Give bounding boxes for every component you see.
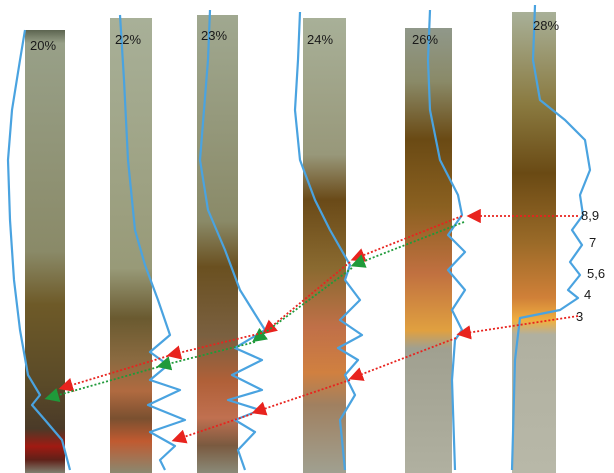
strip-label: 23% [201, 28, 227, 43]
band-label: 5,6 [587, 266, 605, 281]
band-label: 7 [589, 235, 596, 250]
figure: 20% 22% 23% 24% 26% 28% 8,9 7 5,6 4 3 [0, 0, 614, 473]
strip [197, 15, 238, 473]
strip [110, 18, 152, 473]
strip-label: 22% [115, 32, 141, 47]
strip-label: 28% [533, 18, 559, 33]
strip [25, 30, 65, 473]
band-label: 4 [584, 287, 591, 302]
strip-labels: 20% 22% 23% 24% 26% 28% [30, 18, 559, 53]
gel-strips [25, 12, 556, 473]
strip-label: 26% [412, 32, 438, 47]
intensity-profiles [8, 5, 590, 470]
strip-label: 24% [307, 32, 333, 47]
strip [512, 12, 556, 473]
band-label: 8,9 [581, 208, 599, 223]
band-label: 3 [576, 309, 583, 324]
strip-label: 20% [30, 38, 56, 53]
band-labels: 8,9 7 5,6 4 3 [576, 208, 605, 324]
